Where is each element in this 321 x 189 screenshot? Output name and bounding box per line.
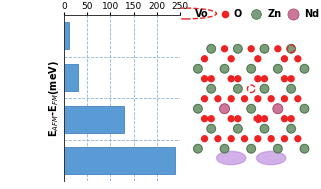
Circle shape xyxy=(234,45,242,53)
Circle shape xyxy=(220,104,229,114)
Circle shape xyxy=(300,144,309,153)
Text: O: O xyxy=(233,9,242,19)
Circle shape xyxy=(300,105,309,113)
Circle shape xyxy=(248,46,254,52)
Circle shape xyxy=(300,64,309,73)
Circle shape xyxy=(235,76,241,82)
Circle shape xyxy=(228,136,234,142)
Circle shape xyxy=(268,96,274,102)
Circle shape xyxy=(260,45,269,53)
Circle shape xyxy=(260,84,269,93)
Circle shape xyxy=(235,116,241,122)
Circle shape xyxy=(247,144,256,153)
Circle shape xyxy=(202,96,207,102)
Bar xyxy=(64,147,175,174)
Circle shape xyxy=(247,64,256,73)
Circle shape xyxy=(207,84,215,93)
Circle shape xyxy=(242,96,247,102)
Bar xyxy=(64,105,124,133)
Circle shape xyxy=(295,56,301,62)
Circle shape xyxy=(255,96,261,102)
Circle shape xyxy=(194,64,202,73)
Circle shape xyxy=(220,144,229,153)
Text: Vo: Vo xyxy=(195,9,209,19)
Circle shape xyxy=(282,76,287,82)
Circle shape xyxy=(220,64,229,73)
Circle shape xyxy=(295,136,301,142)
Circle shape xyxy=(228,56,234,62)
Circle shape xyxy=(207,45,215,53)
Circle shape xyxy=(202,136,207,142)
Text: Nd: Nd xyxy=(304,9,319,19)
Ellipse shape xyxy=(217,151,246,165)
Circle shape xyxy=(202,56,207,62)
Circle shape xyxy=(262,116,267,122)
Circle shape xyxy=(287,84,295,93)
Circle shape xyxy=(208,76,214,82)
Circle shape xyxy=(268,136,274,142)
Circle shape xyxy=(242,136,247,142)
Y-axis label: E$_{AFM}$-E$_{FM}$(meV): E$_{AFM}$-E$_{FM}$(meV) xyxy=(48,60,61,137)
Circle shape xyxy=(287,124,295,133)
Circle shape xyxy=(288,116,294,122)
Circle shape xyxy=(215,96,221,102)
Circle shape xyxy=(273,144,282,153)
Circle shape xyxy=(194,144,202,153)
Circle shape xyxy=(282,96,287,102)
Circle shape xyxy=(228,96,234,102)
Circle shape xyxy=(255,116,261,122)
Circle shape xyxy=(255,136,261,142)
Circle shape xyxy=(287,45,295,53)
Circle shape xyxy=(228,76,234,82)
Text: Zn: Zn xyxy=(267,9,282,19)
Circle shape xyxy=(255,56,261,62)
Circle shape xyxy=(255,76,261,82)
Bar xyxy=(64,22,69,49)
Circle shape xyxy=(282,136,287,142)
Circle shape xyxy=(262,76,267,82)
Circle shape xyxy=(207,124,215,133)
Circle shape xyxy=(273,104,282,114)
Circle shape xyxy=(228,116,234,122)
Circle shape xyxy=(221,46,228,52)
Circle shape xyxy=(247,105,256,113)
Circle shape xyxy=(208,116,214,122)
Circle shape xyxy=(202,116,207,122)
Bar xyxy=(64,64,78,91)
Circle shape xyxy=(273,64,282,73)
Circle shape xyxy=(260,124,269,133)
Circle shape xyxy=(282,116,287,122)
Circle shape xyxy=(273,105,282,113)
Circle shape xyxy=(202,76,207,82)
Circle shape xyxy=(215,136,221,142)
Circle shape xyxy=(288,76,294,82)
Circle shape xyxy=(234,84,242,93)
Circle shape xyxy=(194,105,202,113)
Circle shape xyxy=(295,96,301,102)
Circle shape xyxy=(282,56,287,62)
Circle shape xyxy=(275,46,281,52)
Ellipse shape xyxy=(256,151,286,165)
Circle shape xyxy=(234,124,242,133)
Circle shape xyxy=(220,105,229,113)
